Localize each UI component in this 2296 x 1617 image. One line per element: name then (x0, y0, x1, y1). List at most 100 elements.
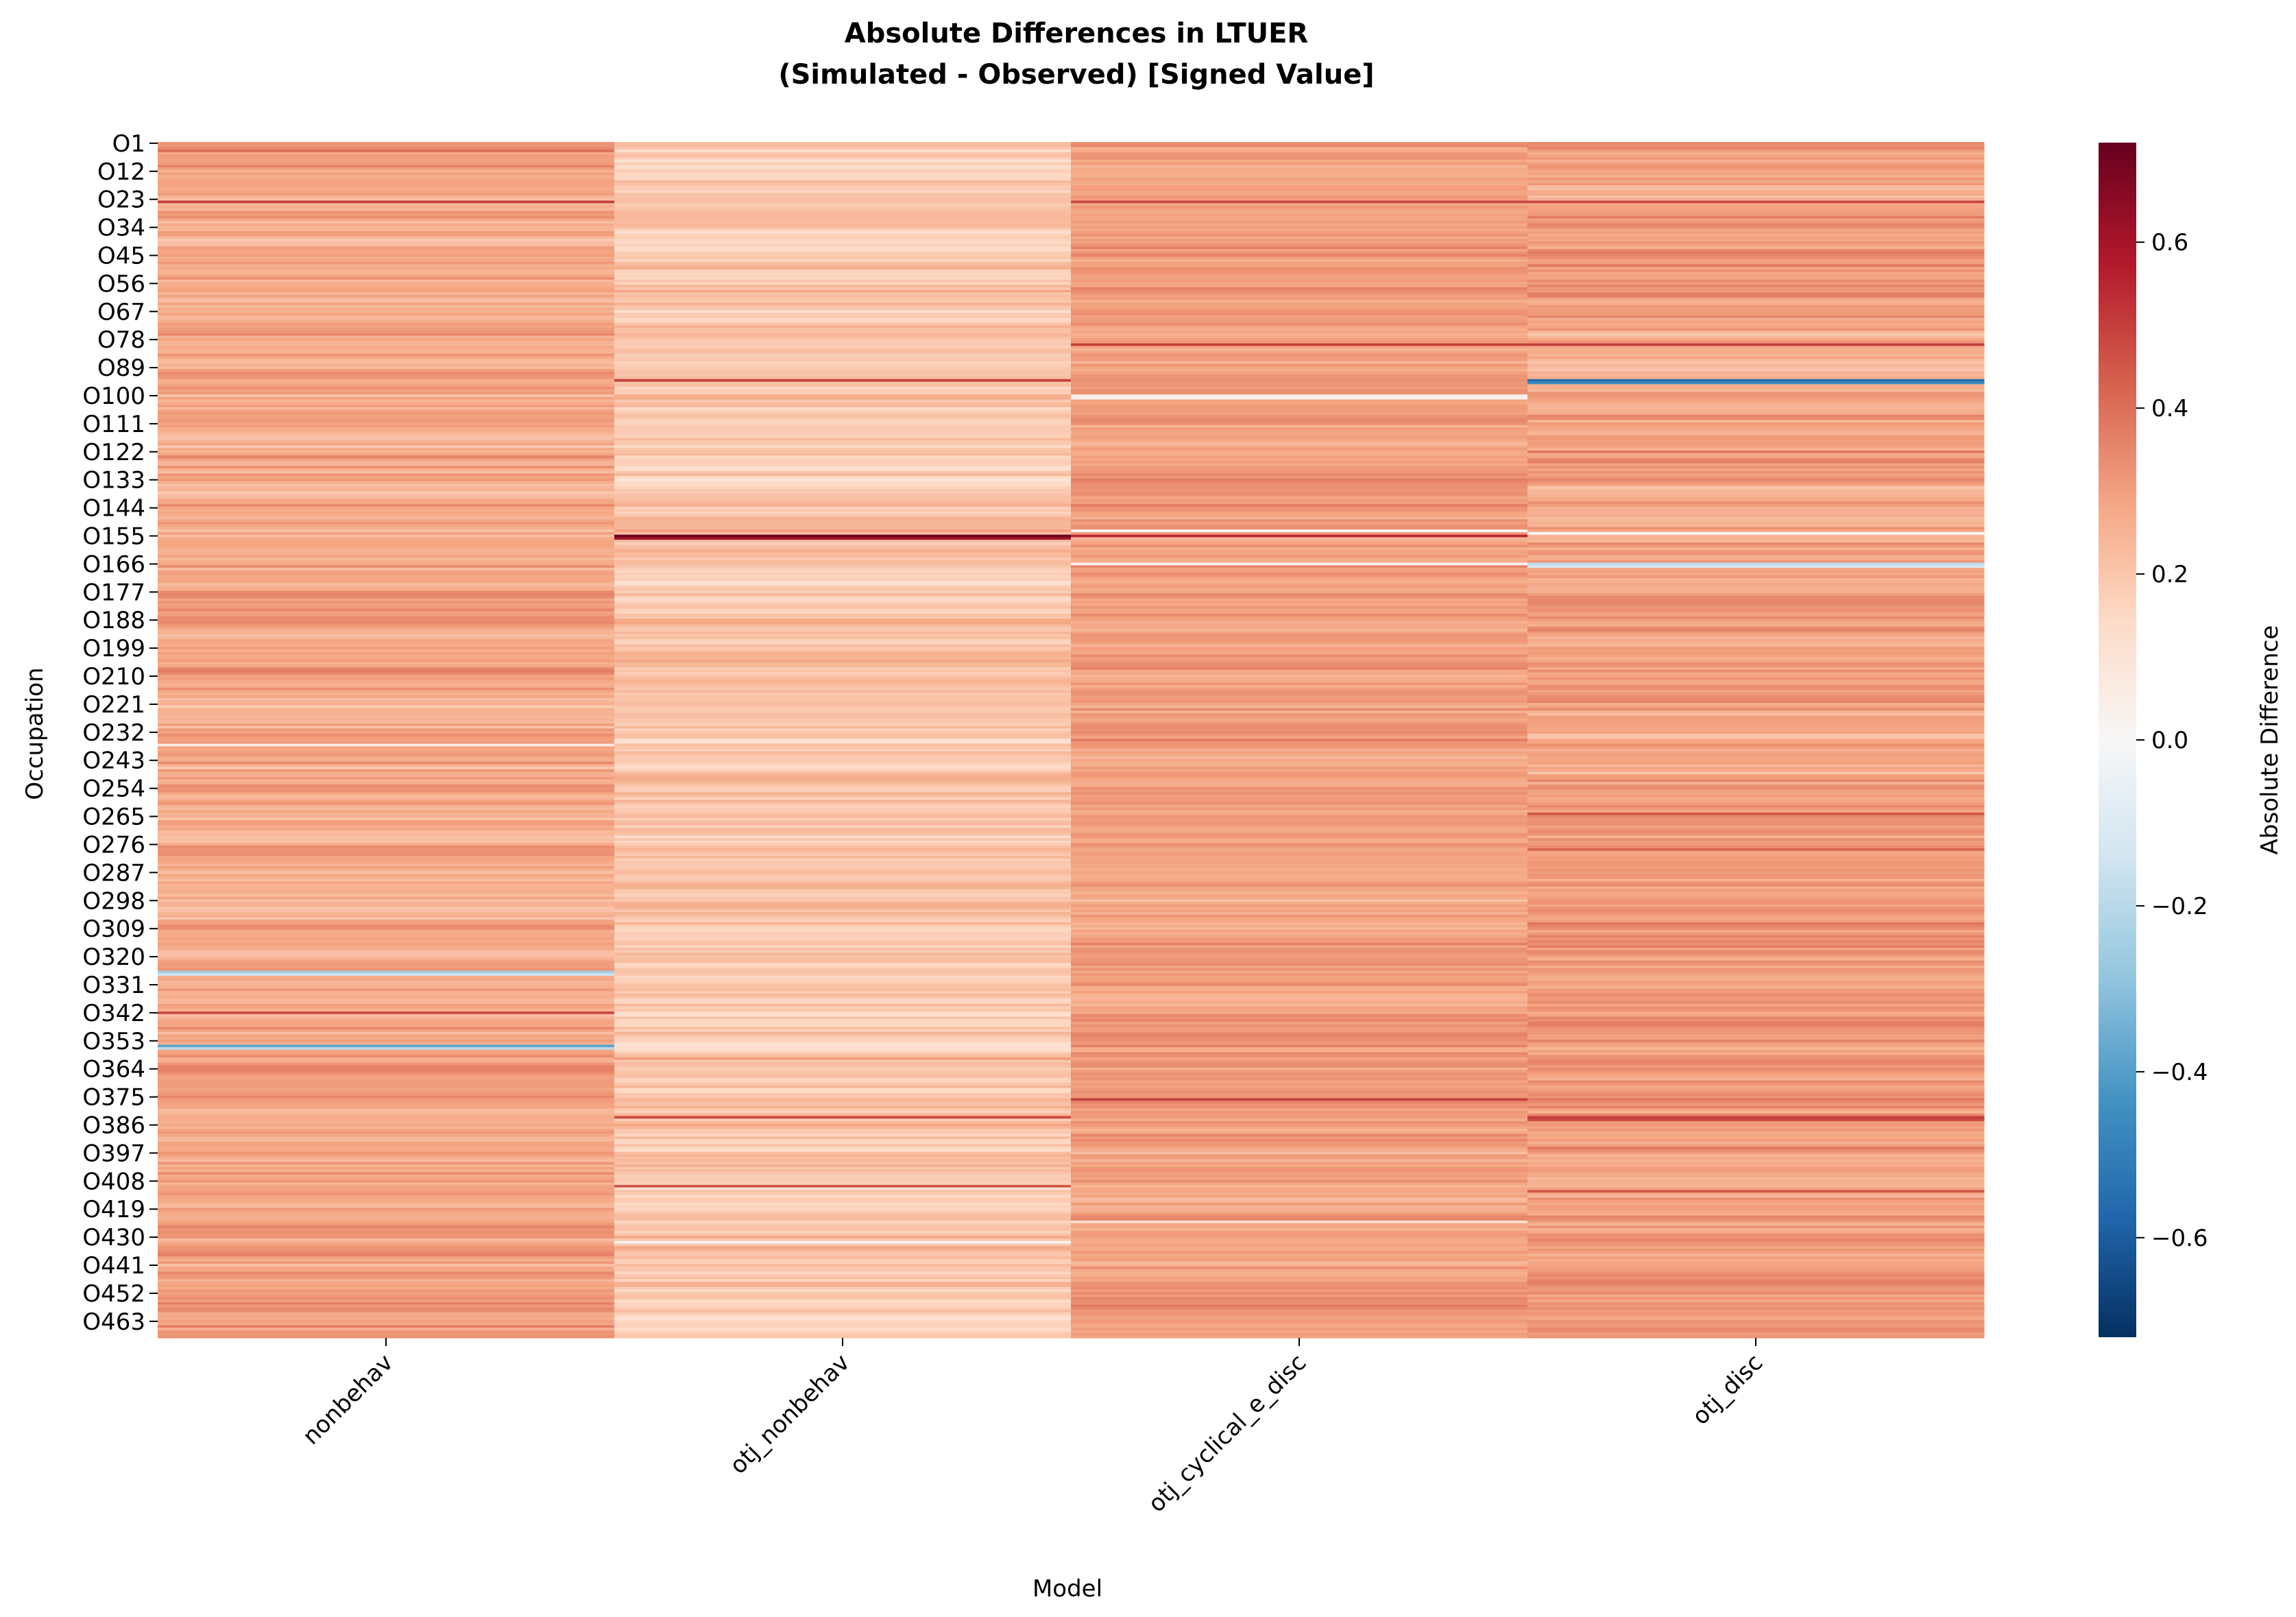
heatmap-cell (1527, 981, 1985, 984)
heatmap-cell (1071, 350, 1528, 355)
heatmap-cell (614, 440, 1072, 444)
heatmap-cell (1071, 381, 1528, 385)
heatmap-cell (614, 226, 1072, 230)
heatmap-cell (1527, 394, 1985, 398)
heatmap-cell (614, 595, 1072, 599)
heatmap-cell (614, 641, 1072, 645)
heatmap-cell (614, 269, 1072, 273)
heatmap-cell (1527, 384, 1985, 387)
heatmap-cell (614, 715, 1072, 719)
heatmap-cell (1527, 512, 1985, 515)
heatmap-cell (158, 608, 615, 612)
heatmap-cell (1527, 1034, 1985, 1038)
heatmap-cell (158, 1113, 615, 1117)
heatmap-cell (1527, 514, 1985, 518)
heatmap-cell (614, 1328, 1072, 1331)
heatmap-cell (1071, 886, 1528, 890)
heatmap-cell (158, 1129, 615, 1132)
heatmap-cell (158, 1299, 615, 1303)
heatmap-cell (1071, 697, 1528, 701)
heatmap-cell (1071, 205, 1528, 209)
heatmap-cell (1071, 996, 1528, 1000)
heatmap-cell (1527, 907, 1985, 910)
heatmap-cell (614, 519, 1072, 523)
heatmap-cell (1071, 695, 1528, 699)
heatmap-cell (614, 187, 1072, 191)
heatmap-cell (1527, 504, 1985, 507)
heatmap-cell (614, 669, 1072, 673)
heatmap-cell (158, 1264, 615, 1267)
heatmap-cell (158, 1307, 615, 1310)
heatmap-cell (1527, 1073, 1985, 1076)
heatmap-cell (158, 1159, 615, 1163)
heatmap-cell (1527, 1027, 1985, 1030)
heatmap-cell (1071, 152, 1528, 156)
heatmap-cell (1071, 394, 1528, 398)
y-tick-label: O45 (97, 242, 145, 270)
heatmap-cell (1071, 1212, 1528, 1217)
heatmap-cell (614, 1175, 1072, 1178)
heatmap-cell (614, 1264, 1072, 1267)
heatmap-cell (158, 787, 615, 791)
colorbar (2099, 143, 2136, 1337)
heatmap-cell (1071, 945, 1528, 948)
heatmap-cell (614, 338, 1072, 342)
heatmap-cell (614, 657, 1072, 660)
heatmap-cell (614, 442, 1072, 446)
heatmap-cell (614, 251, 1072, 255)
heatmap-cell (614, 848, 1072, 852)
heatmap-cell (1071, 1134, 1528, 1137)
heatmap-cell (1527, 810, 1985, 813)
heatmap-cell (1071, 664, 1528, 668)
heatmap-cell (1527, 1113, 1985, 1117)
heatmap-cell (158, 723, 615, 727)
heatmap-cell (1527, 917, 1985, 920)
heatmap-cell (1527, 690, 1985, 693)
heatmap-cell (614, 838, 1072, 841)
heatmap-cell (1071, 902, 1528, 905)
heatmap-cell (614, 325, 1072, 329)
heatmap-cell (1071, 700, 1528, 704)
heatmap-cell (1527, 782, 1985, 785)
heatmap-cell (614, 651, 1072, 656)
heatmap-cell (1527, 1193, 1985, 1196)
heatmap-cell (1071, 1271, 1528, 1275)
heatmap-cell (1527, 1256, 1985, 1260)
heatmap-cell (158, 289, 615, 293)
heatmap-cell (614, 292, 1072, 296)
heatmap-cell (614, 736, 1072, 739)
colorbar-label: Absolute Difference (2256, 625, 2284, 855)
heatmap-cell (158, 412, 615, 416)
heatmap-cell (1071, 435, 1528, 438)
heatmap-cell (614, 894, 1072, 898)
heatmap-cell (1071, 1162, 1528, 1165)
heatmap-cell (158, 621, 615, 625)
heatmap-cell (614, 412, 1072, 416)
heatmap-cell (1071, 473, 1528, 477)
heatmap-cell (1527, 1149, 1985, 1153)
heatmap-cell (1527, 998, 1985, 1002)
heatmap-cell (1527, 1126, 1985, 1129)
heatmap-cell (1527, 501, 1985, 505)
heatmap-cell (158, 981, 615, 984)
heatmap-cell (1071, 810, 1528, 813)
heatmap-cell (158, 1177, 615, 1181)
heatmap-cell (614, 499, 1072, 502)
heatmap-cell (158, 427, 615, 431)
heatmap-cell (614, 1111, 1072, 1114)
heatmap-cell (1527, 1310, 1985, 1313)
heatmap-cell (158, 611, 615, 614)
heatmap-cell (1527, 568, 1985, 571)
heatmap-cell (1527, 424, 1985, 429)
heatmap-cell (1527, 289, 1985, 293)
heatmap-cell (1071, 1251, 1528, 1254)
heatmap-cell (1071, 1274, 1528, 1278)
heatmap-cell (614, 1299, 1072, 1303)
heatmap-cell (1071, 802, 1528, 806)
heatmap-cell (1527, 420, 1985, 423)
heatmap-cell (1527, 985, 1985, 990)
heatmap-cell (158, 1073, 615, 1076)
heatmap-cell (1527, 863, 1985, 867)
heatmap-cell (1071, 1205, 1528, 1208)
heatmap-cell (614, 749, 1072, 752)
